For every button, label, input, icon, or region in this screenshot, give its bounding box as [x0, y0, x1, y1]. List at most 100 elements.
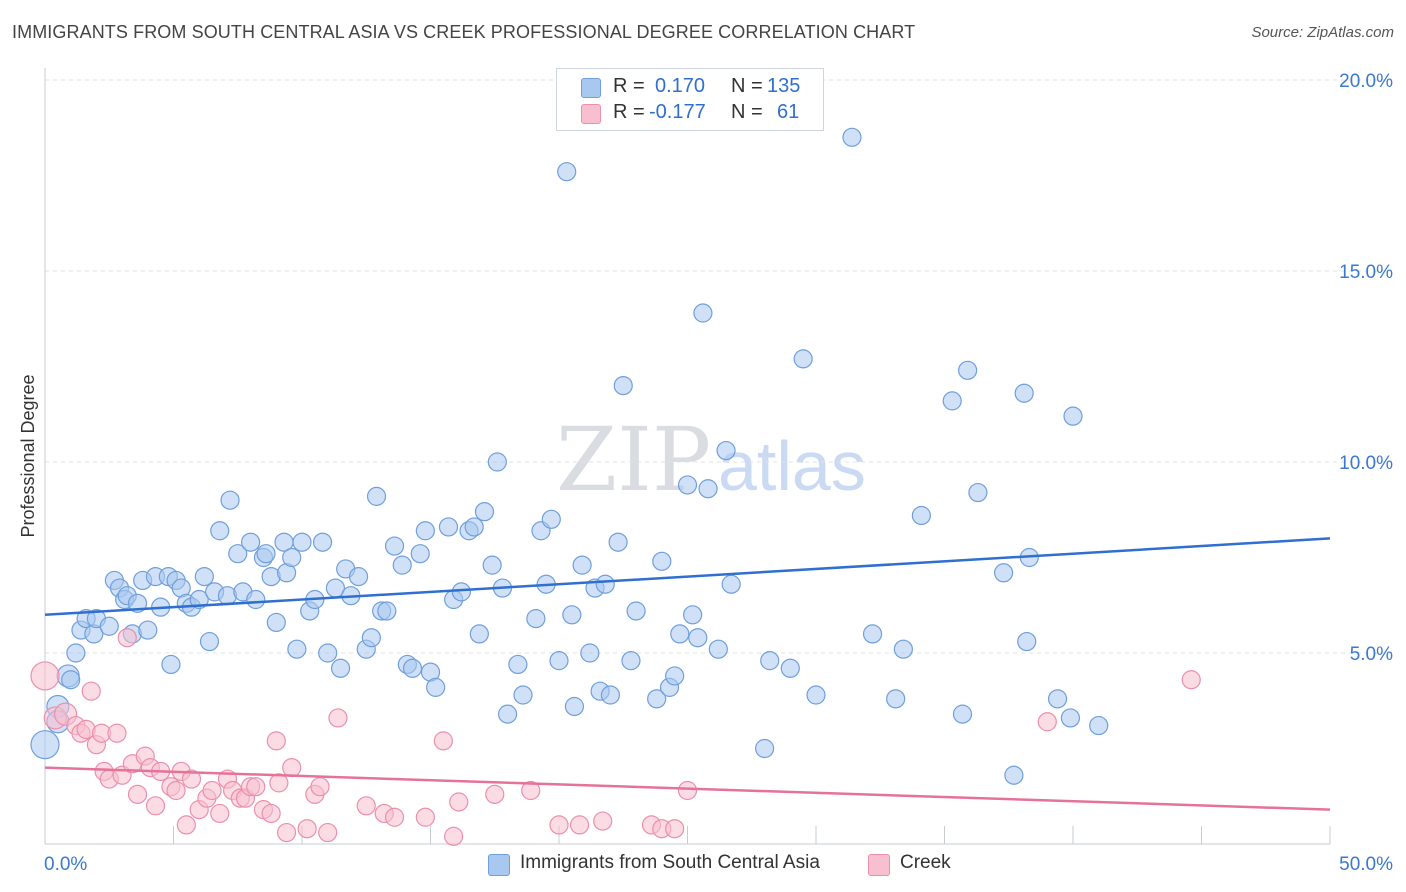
data-point: [526, 609, 546, 629]
data-point: [1181, 670, 1201, 690]
stats-swatch-immigrants: [581, 78, 601, 98]
data-point: [580, 643, 600, 663]
watermark-zip: ZIP: [556, 408, 711, 511]
data-point: [754, 738, 775, 759]
data-point: [181, 769, 202, 789]
data-point: [330, 658, 351, 678]
data-point: [176, 815, 196, 835]
data-point: [670, 624, 690, 644]
stats-n-value: 135: [767, 75, 801, 97]
data-point: [498, 704, 518, 724]
data-point: [266, 731, 286, 751]
data-point: [61, 670, 81, 690]
data-point: [66, 643, 86, 663]
data-point: [613, 376, 633, 396]
data-point: [282, 757, 302, 778]
watermark-atlas: atlas: [718, 427, 866, 505]
data-point: [276, 822, 297, 843]
data-point: [415, 807, 435, 827]
stats-r-value: 0.170: [655, 75, 706, 97]
stats-n-label: N =: [731, 75, 763, 97]
data-point: [557, 162, 577, 182]
data-point: [312, 532, 333, 552]
data-point: [415, 521, 435, 541]
data-point: [1047, 689, 1068, 709]
data-point: [485, 784, 505, 804]
data-point: [402, 658, 423, 678]
data-point: [161, 654, 181, 675]
data-point: [541, 509, 561, 529]
data-point: [384, 536, 405, 556]
stats-r-value: -0.177: [649, 101, 706, 123]
data-point: [1060, 708, 1081, 728]
data-point: [361, 628, 381, 648]
data-point: [220, 490, 240, 510]
data-point: [721, 574, 741, 594]
data-point: [569, 815, 590, 835]
data-point: [952, 704, 973, 724]
data-point: [297, 819, 317, 839]
trend-line-creek: [44, 766, 1331, 811]
legend-swatch-creek: [868, 854, 890, 876]
data-point: [292, 532, 312, 552]
data-point: [621, 651, 641, 671]
data-point: [241, 532, 261, 552]
data-point: [138, 620, 158, 640]
data-point: [572, 555, 592, 575]
data-point: [194, 566, 214, 587]
x-tick-label: 50.0%: [1339, 854, 1393, 875]
stats-n-value: 61: [777, 101, 800, 123]
data-point: [328, 708, 348, 728]
data-point: [626, 601, 646, 621]
data-point: [942, 391, 962, 411]
data-point: [117, 628, 137, 648]
data-point: [449, 792, 469, 812]
data-point: [202, 780, 222, 801]
data-point: [318, 822, 338, 843]
data-point: [842, 127, 862, 147]
data-point: [410, 544, 430, 564]
data-point: [562, 605, 582, 625]
trend-line-immigrants: [44, 537, 1331, 617]
data-points: [30, 127, 1201, 846]
data-point: [318, 643, 338, 663]
data-point: [348, 566, 369, 587]
data-point: [1017, 631, 1037, 652]
data-point: [968, 482, 988, 503]
data-point: [127, 784, 148, 804]
data-point: [665, 666, 685, 686]
data-point: [482, 555, 502, 575]
data-point: [994, 563, 1014, 583]
legend-swatch-immigrants: [488, 854, 510, 876]
data-point: [593, 811, 613, 831]
data-point: [549, 651, 569, 671]
data-point: [608, 532, 628, 552]
data-point: [269, 773, 289, 793]
gridlines: [45, 79, 1392, 654]
data-point: [652, 551, 672, 571]
source-credit: Source: ZipAtlas.com: [1251, 24, 1394, 41]
stats-r-label: R =: [613, 101, 645, 123]
data-point: [760, 651, 780, 671]
data-point: [508, 654, 528, 675]
data-point: [438, 517, 459, 537]
data-point: [886, 689, 906, 709]
chart-title: IMMIGRANTS FROM SOUTH CENTRAL ASIA VS CR…: [12, 22, 916, 42]
data-point: [246, 777, 266, 797]
data-point: [384, 807, 405, 827]
data-point: [595, 574, 615, 594]
data-point: [893, 639, 913, 659]
data-point: [433, 731, 453, 751]
data-point: [688, 628, 708, 648]
data-point: [665, 819, 685, 839]
data-point: [716, 440, 736, 461]
data-point: [521, 780, 541, 801]
y-tick-label: 5.0%: [1350, 644, 1393, 665]
legend-label-immigrants: Immigrants from South Central Asia: [520, 852, 820, 873]
data-point: [600, 685, 621, 705]
y-tick-label: 15.0%: [1339, 262, 1393, 283]
data-point: [287, 639, 307, 659]
data-point: [356, 796, 376, 816]
data-point: [366, 486, 387, 506]
data-point: [189, 589, 209, 610]
